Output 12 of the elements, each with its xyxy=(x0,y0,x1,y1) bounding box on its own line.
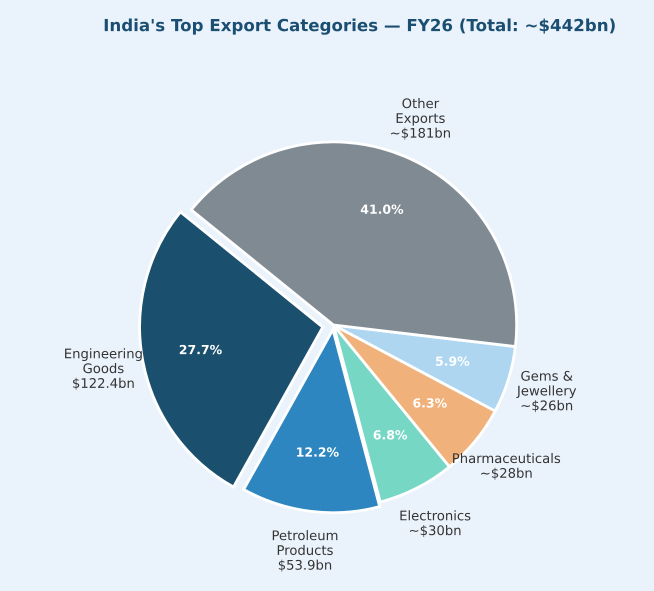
data-label: 27.7% xyxy=(180,344,222,354)
chart-title: India's Top Export Categories — FY26 (Total: ~$442bn) xyxy=(104,18,615,35)
data-label: 6.3% xyxy=(413,398,447,408)
slice-label: Other Exports ~$181bn xyxy=(391,98,450,140)
data-label: 6.8% xyxy=(374,430,408,440)
slice-label: Petroleum Products $53.9bn xyxy=(272,530,338,572)
slice-label: Electronics ~$30bn xyxy=(400,510,470,538)
slice-label: Gems & Jewellery ~$26bn xyxy=(516,370,576,412)
slice-label: Engineering Goods $122.4bn xyxy=(65,348,142,390)
data-label: 41.0% xyxy=(360,204,404,214)
data-label: 5.9% xyxy=(436,356,470,366)
data-label: 12.2% xyxy=(297,447,339,457)
